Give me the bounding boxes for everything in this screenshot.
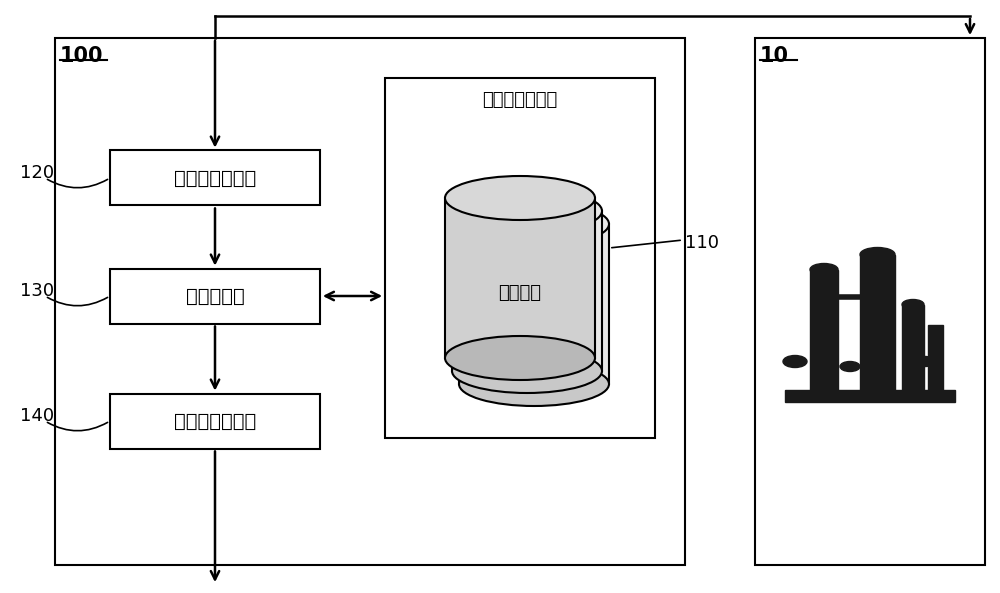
Bar — [110, 151, 320, 206]
Ellipse shape — [459, 362, 609, 406]
FancyBboxPatch shape — [459, 224, 609, 384]
Ellipse shape — [783, 355, 807, 368]
Bar — [785, 390, 955, 401]
Text: 评价模型: 评价模型 — [498, 284, 542, 302]
Bar — [110, 269, 320, 324]
Ellipse shape — [915, 356, 935, 366]
Ellipse shape — [445, 336, 595, 380]
Text: 模型选择部: 模型选择部 — [186, 286, 244, 305]
Text: 10: 10 — [760, 46, 789, 66]
Ellipse shape — [452, 189, 602, 233]
Text: 120: 120 — [20, 164, 54, 182]
FancyBboxPatch shape — [452, 211, 602, 371]
Ellipse shape — [810, 263, 838, 276]
Text: 130: 130 — [20, 282, 54, 300]
Ellipse shape — [860, 247, 895, 262]
Bar — [385, 78, 655, 438]
Bar — [928, 324, 943, 390]
Text: 评价模型存储部: 评价模型存储部 — [482, 91, 558, 109]
Text: 140: 140 — [20, 407, 54, 425]
Ellipse shape — [459, 202, 609, 246]
Bar — [860, 254, 895, 390]
Text: 性状数据取得部: 性状数据取得部 — [174, 168, 256, 187]
Bar — [110, 394, 320, 448]
Bar — [55, 38, 685, 565]
Ellipse shape — [445, 176, 595, 220]
Text: 100: 100 — [60, 46, 104, 66]
Ellipse shape — [452, 349, 602, 393]
Ellipse shape — [840, 362, 860, 371]
Bar — [755, 38, 985, 565]
Text: 110: 110 — [685, 234, 719, 252]
Bar — [902, 304, 924, 390]
FancyBboxPatch shape — [445, 198, 595, 358]
Text: 对象模型输出部: 对象模型输出部 — [174, 412, 256, 431]
Bar — [810, 269, 838, 390]
Ellipse shape — [902, 299, 924, 310]
